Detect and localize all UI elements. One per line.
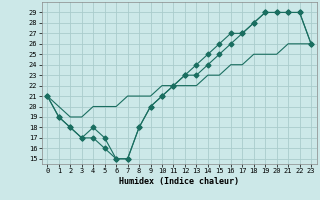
X-axis label: Humidex (Indice chaleur): Humidex (Indice chaleur) [119,177,239,186]
